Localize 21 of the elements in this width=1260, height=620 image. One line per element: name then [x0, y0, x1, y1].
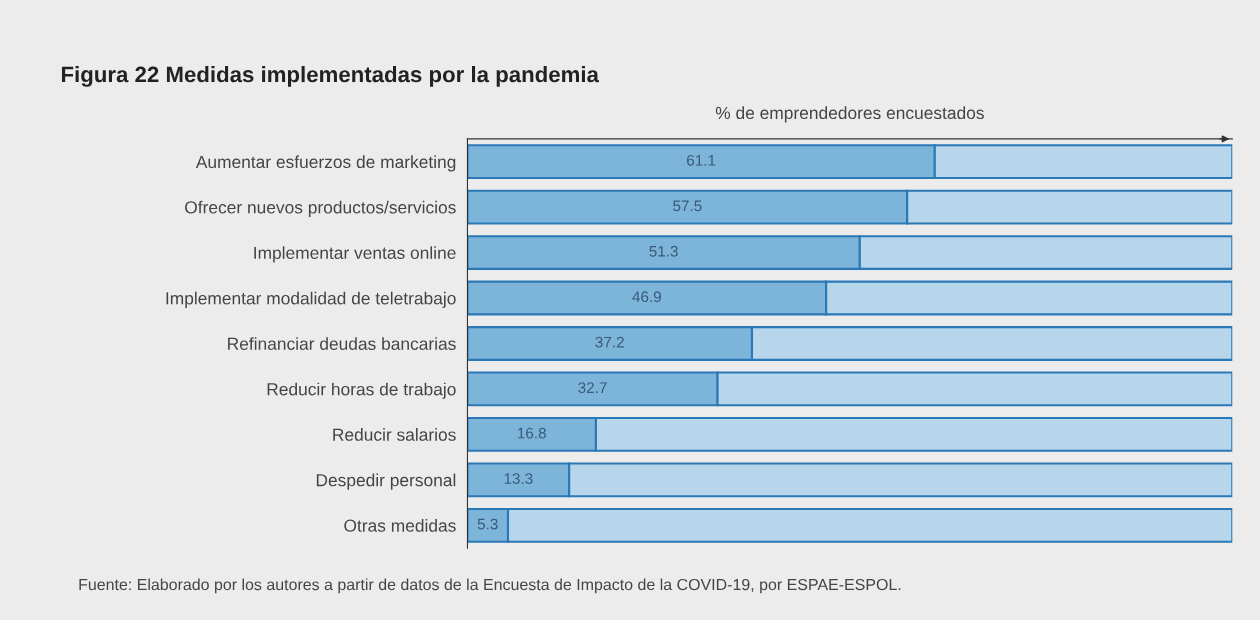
data-label: 13.3 [504, 473, 533, 484]
y-tick-label: Aumentar esfuerzos de marketing [195, 155, 456, 172]
y-tick-label: Otras medidas [344, 519, 456, 532]
y-tick-label: Refinanciar deudas bancarias [228, 337, 456, 350]
data-label: 51.3 [649, 245, 678, 257]
y-tick-label: Despedir personal [316, 473, 456, 490]
y-tick-label: Reducir horas de trabajo [267, 382, 456, 399]
data-label: 16.8 [518, 427, 546, 439]
data-label: 5.3 [477, 518, 498, 530]
y-tick-label: Implementar modalidad de teletrabajo [166, 291, 456, 308]
data-label: 32.7 [578, 382, 607, 394]
data-label: 57.5 [673, 200, 702, 212]
data-label: 46.9 [632, 291, 661, 303]
data-label: 61.1 [687, 154, 716, 166]
chart-title: Figura 22 Medidas implementadas por la pandemia [61, 65, 600, 87]
source-note: Fuente: Elaborado por los autores a partir de datos de la Encuesta de Impacto de la COVID-19, por ESPAE-ESPOL. [79, 578, 901, 594]
y-tick-label: Implementar ventas online [254, 246, 456, 263]
data-label: 37.2 [595, 336, 624, 348]
y-tick-label: Reducir salarios [333, 428, 456, 441]
y-tick-label: Ofrecer nuevos productos/servicios [185, 200, 456, 217]
x-axis-title: % de emprendedores encuestados [715, 106, 984, 123]
